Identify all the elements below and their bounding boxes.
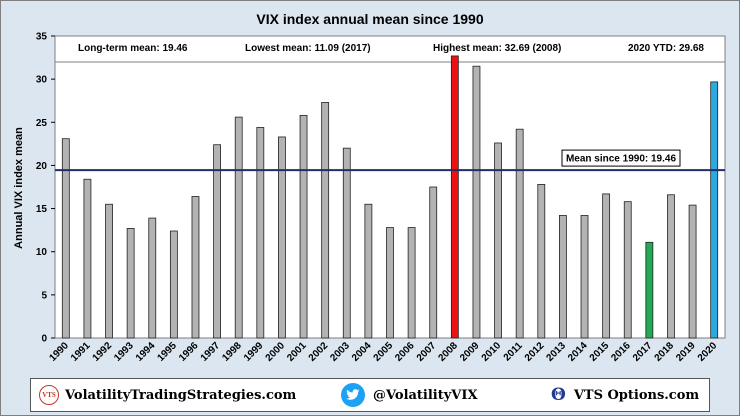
x-tick-label: 1993	[112, 340, 136, 364]
chart-title: VIX index annual mean since 1990	[256, 11, 483, 27]
bar-2010	[494, 142, 502, 339]
bar-2001	[299, 114, 308, 339]
x-tick-label: 2000	[264, 340, 288, 364]
bar-2000	[278, 136, 286, 339]
x-tick-label: 2005	[372, 340, 396, 364]
y-tick-label: 35	[36, 32, 48, 43]
x-tick-label: 2016	[609, 340, 633, 364]
mean-label: Mean since 1990: 19.46	[566, 154, 677, 165]
bar-1993	[126, 228, 135, 339]
theta-icon: Θ	[551, 385, 566, 405]
x-tick-label: 2004	[350, 340, 374, 364]
x-tick-label: 1998	[220, 340, 244, 364]
x-tick-label: 2012	[523, 340, 547, 364]
x-tick-label: 2006	[393, 340, 417, 364]
footer-twitter[interactable]: @VolatilityVIX	[341, 379, 478, 411]
y-tick-label: 5	[41, 290, 47, 301]
x-tick-label: 2015	[588, 340, 612, 364]
x-axis: 1990199119921993199419951996199719981999…	[47, 340, 719, 364]
bar-2008	[450, 55, 459, 339]
x-tick-label: 1994	[134, 340, 158, 364]
x-tick-label: 2019	[674, 340, 698, 364]
x-tick-label: 2007	[415, 340, 439, 364]
x-tick-label: 1995	[155, 340, 179, 364]
bar-2012	[537, 184, 546, 339]
bar-1992	[105, 203, 113, 339]
x-tick-label: 1999	[242, 340, 266, 364]
stat-highest-mean: Highest mean: 32.69 (2008)	[433, 43, 561, 54]
bar-2003	[342, 147, 351, 339]
footer-twitter-text: @VolatilityVIX	[373, 387, 478, 403]
footer: VTS VolatilityTradingStrategies.com @Vol…	[30, 378, 710, 412]
bar-1999	[256, 127, 265, 339]
bar-2018	[667, 194, 675, 339]
footer-options[interactable]: Θ VTS Options.com	[551, 379, 699, 411]
x-tick-label: 2011	[502, 340, 525, 363]
x-tick-label: 2020	[696, 340, 720, 364]
x-tick-label: 2010	[480, 340, 504, 364]
x-tick-label: 2014	[566, 340, 590, 364]
y-tick-label: 25	[36, 118, 48, 129]
stat-lowest-mean: Lowest mean: 11.09 (2017)	[245, 43, 371, 54]
bar-2017	[645, 241, 654, 339]
x-tick-label: 2013	[545, 340, 569, 364]
stat-2020-ytd: 2020 YTD: 29.68	[628, 43, 704, 54]
bar-1997	[213, 144, 221, 339]
x-tick-label: 2017	[631, 340, 655, 364]
y-axis: 0 5 10 15 20 25 30 35	[36, 32, 55, 345]
bar-2013	[559, 215, 567, 339]
x-tick-label: 1997	[199, 340, 223, 364]
mean-line-group: Mean since 1990: 19.46	[55, 149, 725, 172]
vts-logo-icon: VTS	[39, 385, 59, 405]
bar-2007	[429, 186, 438, 339]
bar-2014	[580, 215, 589, 339]
bar-2005	[386, 227, 394, 339]
x-tick-label: 1990	[47, 340, 71, 364]
y-tick-label: 10	[36, 247, 48, 258]
footer-site-text: VolatilityTradingStrategies.com	[65, 387, 297, 403]
bar-1991	[83, 178, 92, 339]
bar-2004	[364, 203, 373, 339]
bar-2019	[688, 204, 697, 339]
x-tick-label: 2018	[653, 340, 677, 364]
x-tick-label: 1996	[177, 340, 201, 364]
bar-1994	[148, 217, 157, 339]
bar-series	[61, 55, 719, 339]
bar-2002	[321, 102, 330, 339]
bar-2016	[623, 201, 632, 339]
bar-2011	[515, 128, 524, 339]
bar-1990	[61, 138, 70, 339]
x-tick-label: 2008	[436, 340, 460, 364]
bar-2020	[710, 81, 719, 339]
y-tick-label: 0	[41, 334, 47, 345]
bar-2015	[602, 193, 611, 339]
bar-2006	[407, 227, 416, 339]
footer-options-text: VTS Options.com	[573, 387, 700, 403]
stat-long-term-mean: Long-term mean: 19.46	[78, 43, 188, 54]
y-axis-label: Annual VIX index mean	[13, 127, 25, 249]
bar-1998	[234, 116, 243, 339]
y-tick-label: 15	[36, 204, 48, 215]
x-tick-label: 2002	[307, 340, 331, 364]
x-tick-label: 2009	[458, 340, 482, 364]
bar-1996	[191, 196, 200, 339]
x-tick-label: 2003	[328, 340, 352, 364]
bird-icon	[341, 383, 365, 407]
bar-2009	[472, 65, 481, 339]
bar-1995	[169, 230, 178, 339]
x-tick-label: 2001	[285, 340, 309, 364]
x-tick-label: 1992	[91, 340, 115, 364]
y-tick-label: 20	[36, 161, 48, 172]
footer-site[interactable]: VTS VolatilityTradingStrategies.com	[39, 379, 296, 411]
y-tick-label: 30	[36, 75, 48, 86]
x-tick-label: 1991	[69, 340, 93, 364]
mean-label-box	[561, 149, 681, 167]
